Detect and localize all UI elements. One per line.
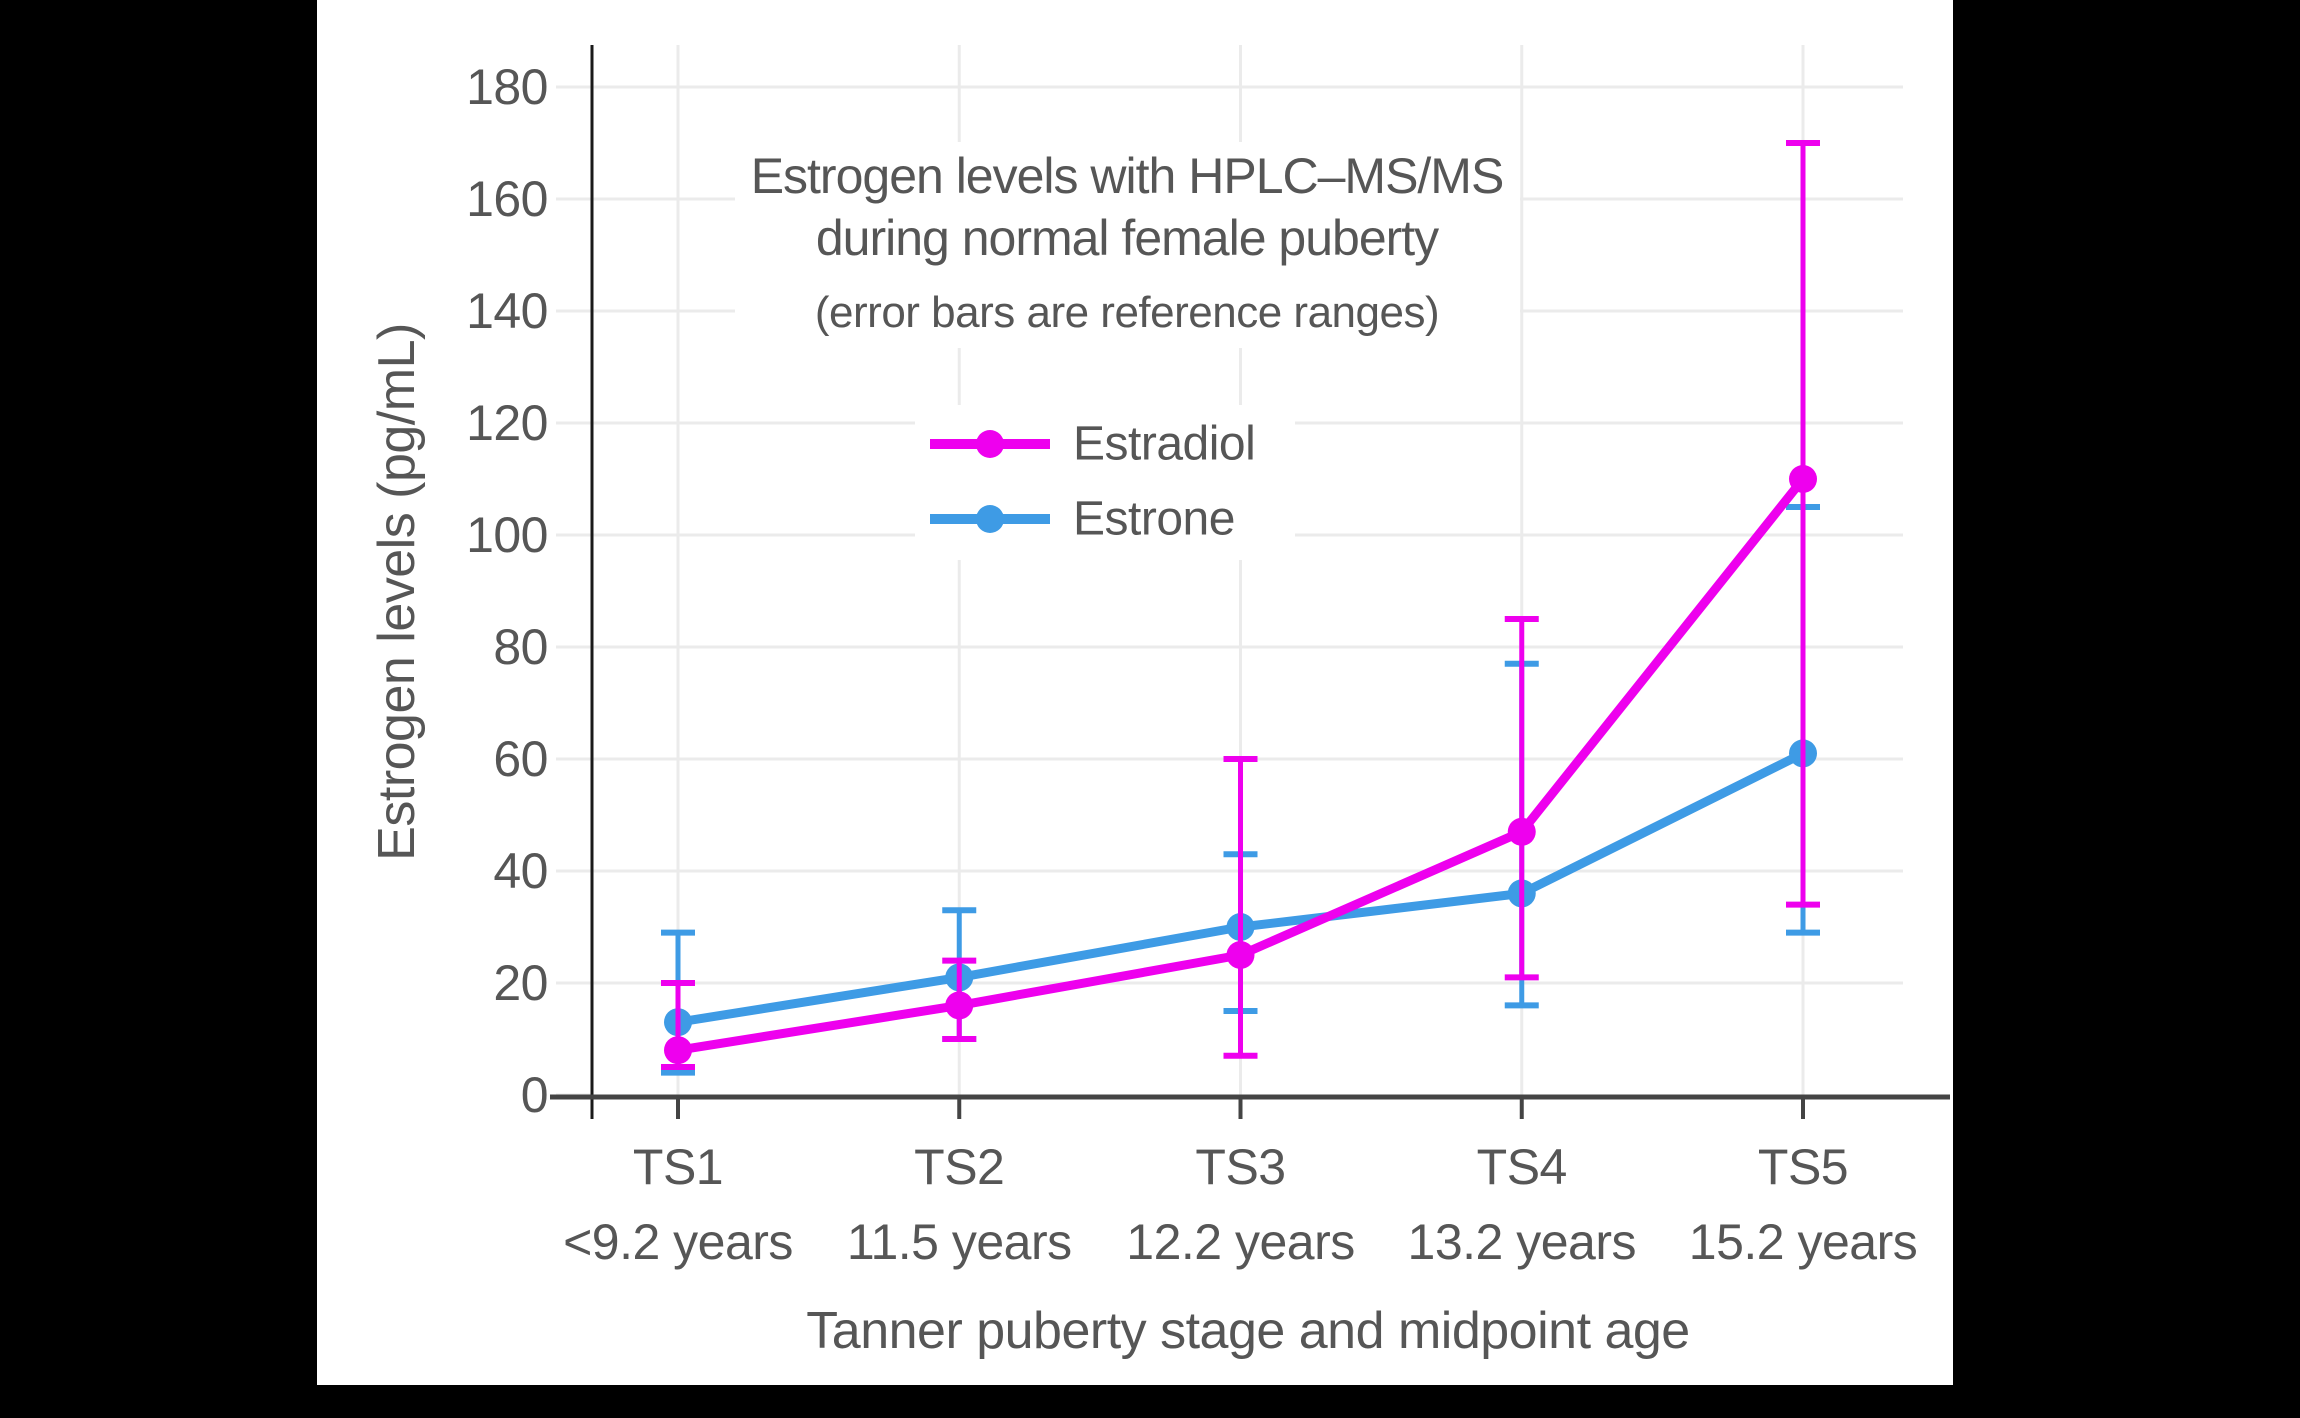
legend-label-estradiol: Estradiol bbox=[1073, 417, 1256, 471]
x-tick-label: TS5 bbox=[1757, 1139, 1849, 1195]
estradiol-data-point bbox=[1226, 941, 1255, 969]
x-tick-sublabel: 15.2 years bbox=[1688, 1214, 1918, 1270]
legend-swatch-marker bbox=[976, 505, 1004, 533]
chart-subtitle: (error bars are reference ranges) bbox=[814, 288, 1440, 337]
y-tick-label: 180 bbox=[466, 59, 548, 115]
estradiol-data-point bbox=[664, 1036, 692, 1065]
estradiol-data-point bbox=[1789, 465, 1817, 493]
y-tick-label: 160 bbox=[466, 171, 548, 227]
x-tick-label: TS1 bbox=[632, 1139, 724, 1195]
x-tick-sublabel: 13.2 years bbox=[1407, 1214, 1637, 1270]
x-tick-label: TS3 bbox=[1195, 1139, 1286, 1195]
legend-backdrop bbox=[915, 405, 1295, 560]
y-tick-label: 0 bbox=[520, 1067, 549, 1123]
x-axis-title: Tanner puberty stage and midpoint age bbox=[806, 1302, 1690, 1360]
estradiol-data-point bbox=[1507, 817, 1536, 846]
x-tick-sublabel: 12.2 years bbox=[1126, 1214, 1355, 1270]
title-backdrop bbox=[735, 142, 1520, 348]
y-tick-label: 140 bbox=[466, 283, 548, 339]
legend-swatch-marker bbox=[976, 430, 1004, 458]
y-tick-label: 40 bbox=[493, 843, 548, 899]
x-tick-sublabel: <9.2 years bbox=[563, 1214, 793, 1270]
chart-title-line2: during normal female puberty bbox=[815, 210, 1439, 266]
chart-title-line1: Estrogen levels with HPLC–MS/MS bbox=[750, 148, 1505, 204]
estradiol-data-point bbox=[945, 991, 974, 1020]
y-tick-label: 20 bbox=[493, 955, 548, 1011]
y-tick-label: 60 bbox=[493, 731, 548, 787]
x-tick-label: TS4 bbox=[1476, 1139, 1568, 1195]
x-tick-label: TS2 bbox=[914, 1139, 1005, 1195]
y-tick-label: 100 bbox=[466, 507, 548, 563]
x-tick-sublabel: 11.5 years bbox=[846, 1214, 1072, 1270]
legend-label-estrone: Estrone bbox=[1073, 492, 1235, 546]
y-tick-label: 80 bbox=[493, 619, 548, 675]
y-tick-label: 120 bbox=[466, 395, 548, 451]
